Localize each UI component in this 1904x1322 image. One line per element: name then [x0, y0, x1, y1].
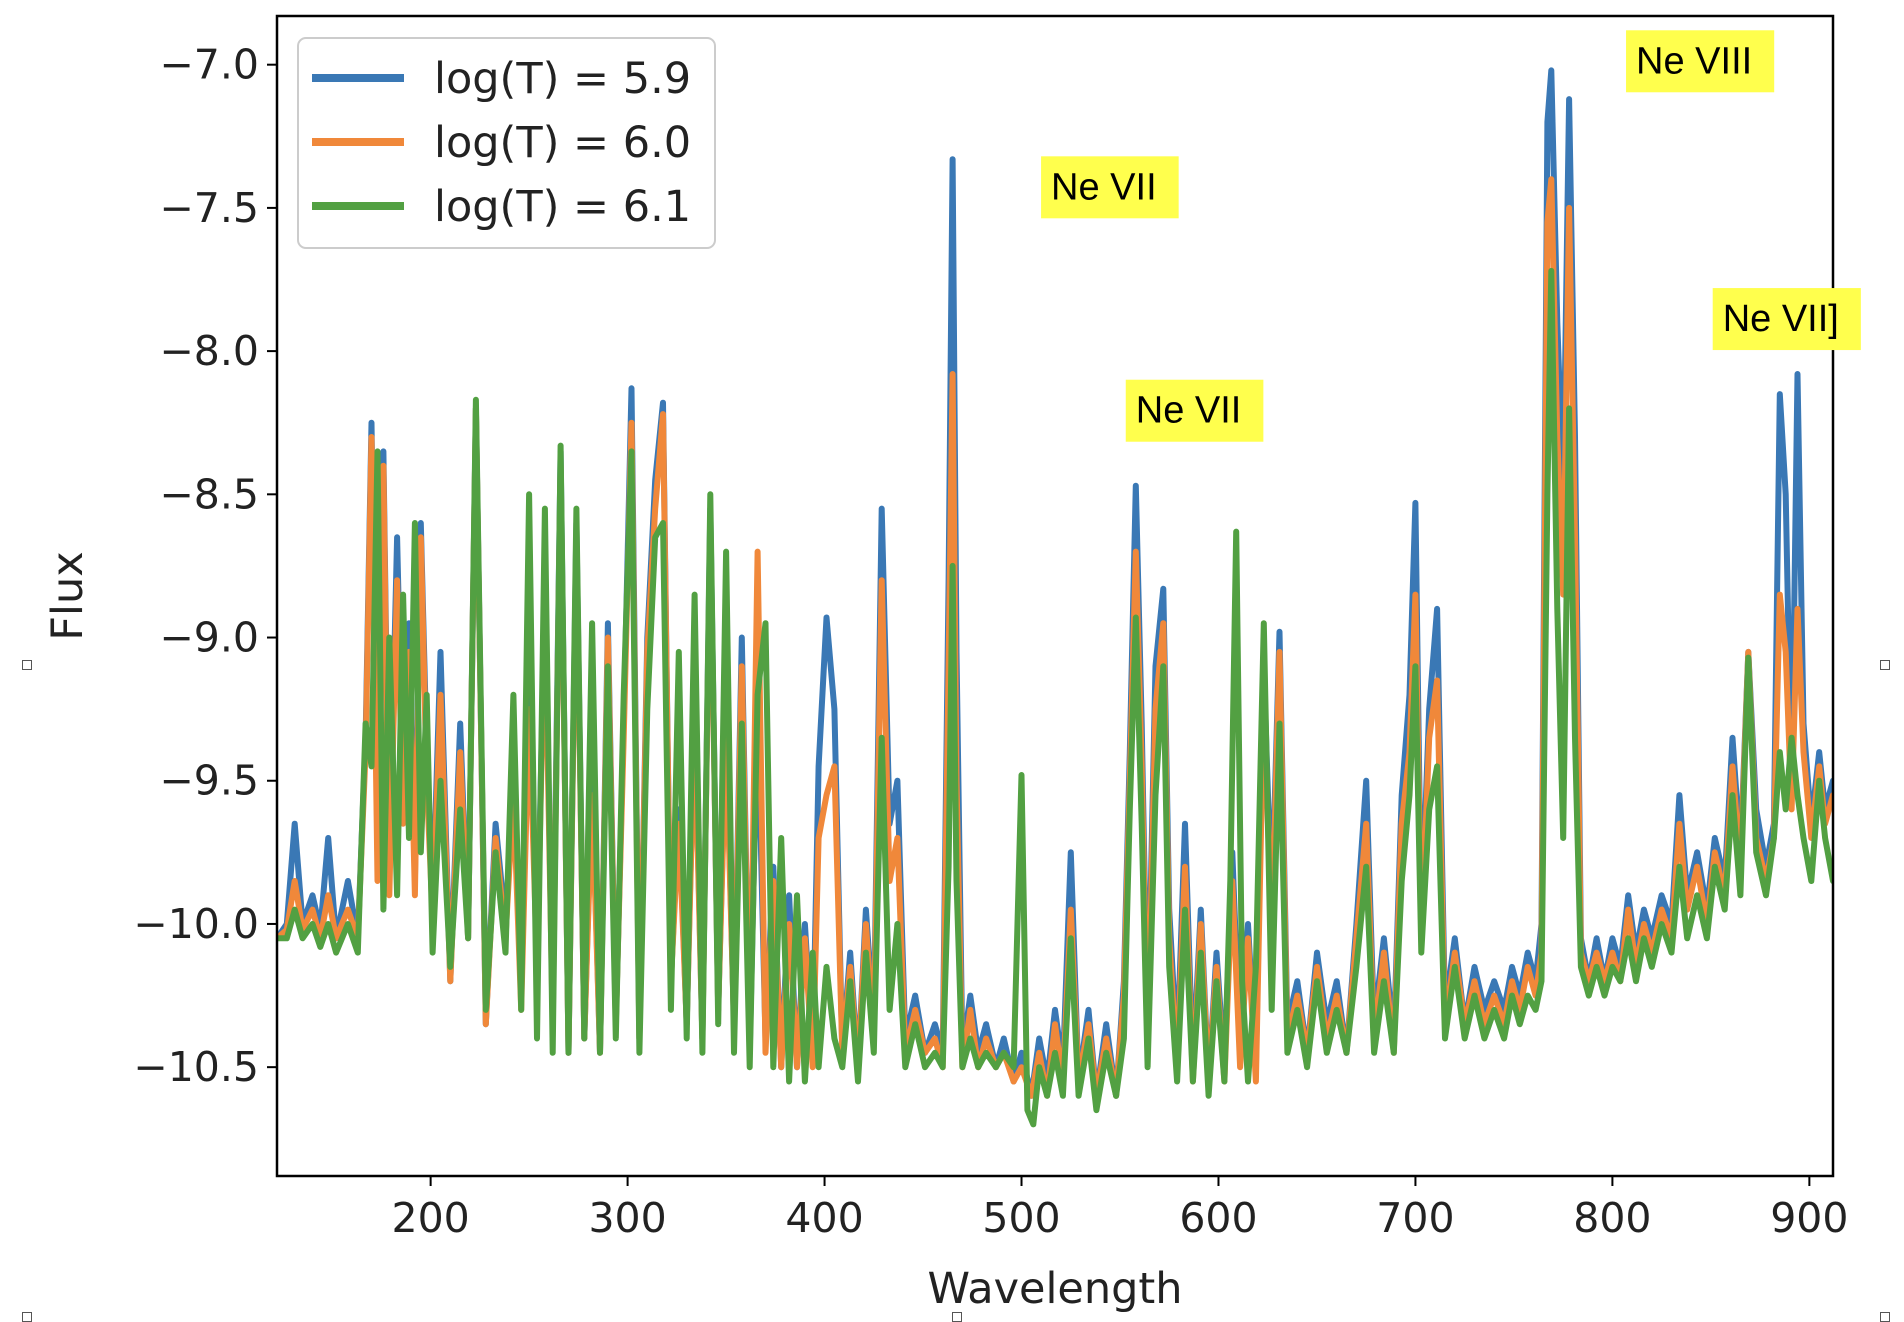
annotation-box: [1041, 156, 1179, 219]
annotations: Ne VIII Ne VII Ne VII] Ne VII: [1041, 30, 1861, 442]
plot-frame: [275, 14, 1835, 1178]
x-tick-label: 400: [785, 1194, 863, 1242]
x-tick-label: 300: [588, 1194, 666, 1242]
y-tick-label: −10.5: [133, 1043, 259, 1091]
series-line-2: [277, 176, 1833, 1099]
resize-handle-bottom[interactable]: [952, 1312, 962, 1322]
annotation-label: Ne VIII: [1636, 40, 1752, 82]
x-axis-ticks: 200 300 400 500 600 700 800 900: [391, 1176, 1848, 1242]
annotation-label: Ne VII: [1136, 390, 1242, 432]
legend-label-3: log(T) = 6.1: [434, 182, 691, 232]
y-axis-label: Flux: [43, 551, 93, 640]
legend: log(T) = 5.9 log(T) = 6.0 log(T) = 6.1: [297, 37, 716, 249]
y-tick-label: −9.0: [159, 614, 259, 662]
resize-handle-left[interactable]: [22, 660, 32, 670]
x-axis-label: Wavelength: [927, 1264, 1182, 1314]
x-tick-label: 700: [1376, 1194, 1454, 1242]
resize-handle-bottom-right[interactable]: [1880, 1312, 1890, 1322]
x-tick-label: 500: [982, 1194, 1060, 1242]
plot-area: [277, 67, 1833, 1128]
legend-box: [297, 37, 716, 249]
series-layer: [277, 67, 1833, 1128]
annotation-label: Ne VII: [1051, 166, 1157, 208]
legend-label-1: log(T) = 5.9: [434, 54, 691, 104]
y-axis-ticks: −7.0 −7.5 −8.0 −8.5 −9.0 −9.5 −10.0 −10.5: [133, 41, 277, 1091]
x-tick-label: 600: [1179, 1194, 1257, 1242]
y-tick-label: −9.5: [159, 757, 259, 805]
resize-handle-bottom-left[interactable]: [22, 1312, 32, 1322]
legend-label-2: log(T) = 6.0: [434, 118, 691, 168]
x-tick-label: 200: [391, 1194, 469, 1242]
x-tick-label: 800: [1573, 1194, 1651, 1242]
annotation-box: [1712, 288, 1861, 351]
annotation-label: Ne VII]: [1723, 298, 1839, 340]
series-line-3: [277, 267, 1833, 1128]
y-tick-label: −7.5: [159, 184, 259, 232]
y-tick-label: −8.0: [159, 327, 259, 375]
y-tick-label: −7.0: [159, 41, 259, 89]
y-tick-label: −8.5: [159, 470, 259, 518]
resize-handle-right[interactable]: [1880, 660, 1890, 670]
x-tick-label: 900: [1770, 1194, 1848, 1242]
annotation-box: [1125, 379, 1264, 442]
annotation-box: [1626, 30, 1775, 93]
y-tick-label: −10.0: [133, 900, 259, 948]
